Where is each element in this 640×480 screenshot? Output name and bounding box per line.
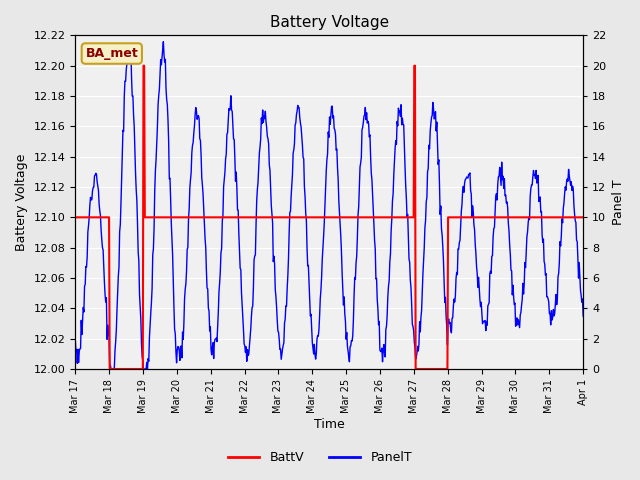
Legend: BattV, PanelT: BattV, PanelT bbox=[223, 446, 417, 469]
Title: Battery Voltage: Battery Voltage bbox=[269, 15, 388, 30]
Y-axis label: Battery Voltage: Battery Voltage bbox=[15, 154, 28, 251]
X-axis label: Time: Time bbox=[314, 419, 344, 432]
Text: BA_met: BA_met bbox=[85, 47, 138, 60]
Y-axis label: Panel T: Panel T bbox=[612, 180, 625, 225]
